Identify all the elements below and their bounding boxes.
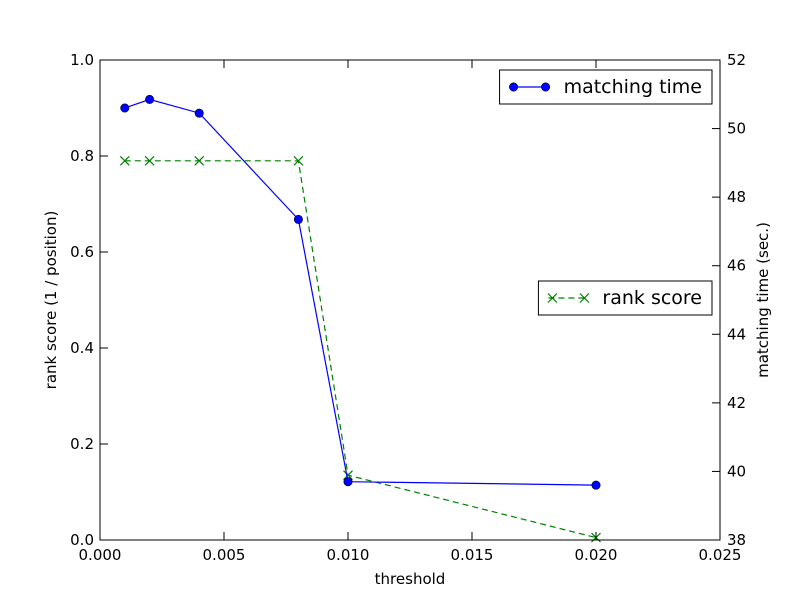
data-point-matching-time xyxy=(145,94,155,104)
legend-marker xyxy=(579,293,590,303)
data-point-matching-time xyxy=(194,108,204,118)
x-marker-stroke-b xyxy=(293,155,304,166)
legend-matching-time: matching time xyxy=(499,69,713,105)
data-point-rank-score xyxy=(293,155,304,166)
x-axis-label: threshold xyxy=(375,570,446,588)
data-point-matching-time xyxy=(120,103,130,113)
data-point-rank-score xyxy=(194,155,205,166)
legend-label: matching time xyxy=(564,76,702,98)
tick-layer: 0.000 0.005 0.010 0.015 0.020 0.025 0.0 0.2 0.4 0… xyxy=(70,51,746,564)
x-tick-label: 0.000 xyxy=(79,546,122,564)
x-tick-label: 0.015 xyxy=(451,546,494,564)
y-left-tick-label: 0.6 xyxy=(70,243,94,261)
y-right-tick-label: 48 xyxy=(727,188,746,206)
x-tick-label: 0.020 xyxy=(575,546,618,564)
data-point-matching-time xyxy=(293,214,303,224)
legend-box xyxy=(537,280,713,316)
y-left-tick-label: 1.0 xyxy=(70,51,94,69)
legend-rank-score: rank score xyxy=(537,280,713,316)
x-marker-stroke-b xyxy=(194,155,205,166)
data-point-rank-score xyxy=(119,155,130,166)
x-tick-label: 0.005 xyxy=(203,546,246,564)
y-right-tick-label: 46 xyxy=(727,257,746,275)
y-right-tick-label: 52 xyxy=(727,51,746,69)
x-marker-stroke-b xyxy=(119,155,130,166)
x-marker-stroke-b xyxy=(144,155,155,166)
y-axis-left-label: rank score (1 / position) xyxy=(42,211,60,390)
y-axis-right-label: matching time (sec.) xyxy=(754,222,772,378)
y-right-tick-label: 38 xyxy=(727,531,746,549)
y-right-tick-label: 40 xyxy=(727,462,746,480)
plot-frame xyxy=(99,59,721,541)
chart-marks xyxy=(119,94,601,543)
legend-marker xyxy=(547,293,558,303)
x-tick-label: 0.010 xyxy=(327,546,370,564)
x-marker-stroke-b xyxy=(547,293,558,303)
y-left-tick-label: 0.0 xyxy=(70,531,94,549)
data-point-rank-score xyxy=(343,470,353,481)
x-marker-stroke-b xyxy=(579,293,590,303)
y-left-tick-label: 0.2 xyxy=(70,435,94,453)
y-left-tick-label: 0.8 xyxy=(70,147,94,165)
y-right-tick-label: 50 xyxy=(727,120,746,138)
x-marker-stroke-b xyxy=(343,470,353,481)
legend-label: rank score xyxy=(602,287,702,309)
x-tick-label: 0.025 xyxy=(699,546,742,564)
data-point-rank-score xyxy=(144,155,155,166)
legend-marker xyxy=(509,82,519,92)
series-line-rank-score xyxy=(124,160,597,539)
y-right-tick-label: 44 xyxy=(727,325,746,343)
legends: rank score matching time xyxy=(499,69,713,316)
y-left-tick-label: 0.4 xyxy=(70,339,94,357)
data-point-matching-time xyxy=(591,480,601,490)
legend-marker xyxy=(541,82,551,92)
y-right-tick-label: 42 xyxy=(727,394,746,412)
data-point-matching-time xyxy=(343,477,353,487)
